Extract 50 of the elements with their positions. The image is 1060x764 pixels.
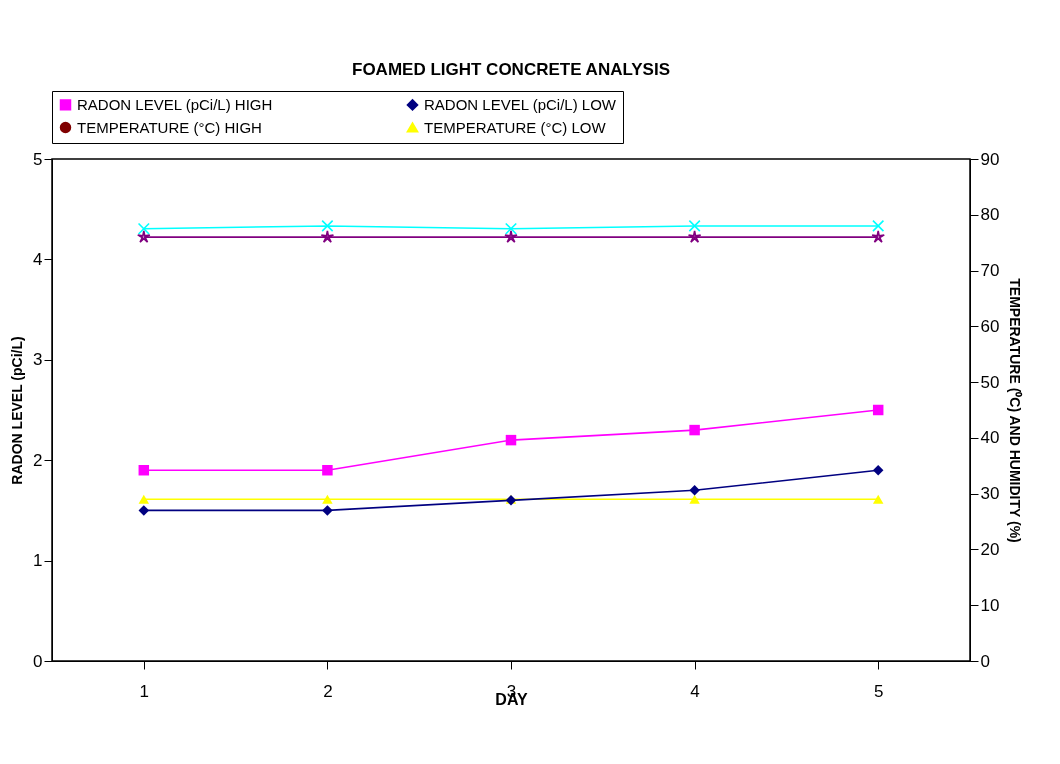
point [689,424,700,436]
y-tick-label: 2 [33,450,43,470]
y2-tick-label: 90 [980,149,1000,169]
point [322,505,333,516]
y2-tick-label: 80 [980,205,1000,225]
point [322,494,333,504]
point [871,230,885,243]
point [322,465,333,476]
legend-label: TEMPERATURE (°C) LOW [424,118,607,136]
point [872,465,884,476]
y2-tick-label: 60 [980,316,1000,336]
point [137,222,150,235]
y-tick-label: 5 [33,149,43,169]
point [137,230,151,243]
point [872,219,885,232]
point [320,230,335,243]
y-axis-title: RADON LEVEL (pCi/L) [9,336,26,485]
y2-axis-title: TEMPERATURE (⁰C) AND HUMIDITY (%) [1007,278,1024,543]
y-tick-label: 0 [33,651,43,671]
point [872,494,884,504]
point [138,465,150,476]
point [505,434,517,446]
y2-tick-label: 10 [980,595,1000,615]
chart-title: FOAMED LIGHT CONCRETE ANALYSIS [352,59,670,79]
point [504,222,518,235]
legend-label: RADON LEVEL (pCi/L) HIGH [77,95,273,113]
point [872,404,884,416]
point [138,505,150,516]
y-tick-label: 3 [33,350,43,370]
x-tick-label: 5 [873,681,884,701]
point [689,485,700,496]
y2-tick-label: 40 [980,428,1000,448]
legend-label: RADON LEVEL (pCi/L) LOW [424,95,617,113]
y-tick-label: 4 [33,249,43,269]
x-tick-label: 2 [323,681,333,701]
point [321,219,334,232]
y2-tick-label: 0 [980,651,990,671]
y2-tick-label: 20 [980,539,1000,559]
y2-tick-label: 70 [980,261,1000,281]
legend-label: TEMPERATURE (°C) HIGH [77,118,262,136]
point [504,230,518,243]
point [687,230,702,243]
y2-tick-label: 50 [980,372,1000,392]
x-tick-label: 4 [690,681,700,701]
y2-tick-label: 30 [980,484,1000,504]
point [689,494,700,504]
y-tick-label: 1 [33,551,43,571]
x-tick-label: 1 [139,681,150,701]
point [138,494,150,504]
point [688,219,701,232]
